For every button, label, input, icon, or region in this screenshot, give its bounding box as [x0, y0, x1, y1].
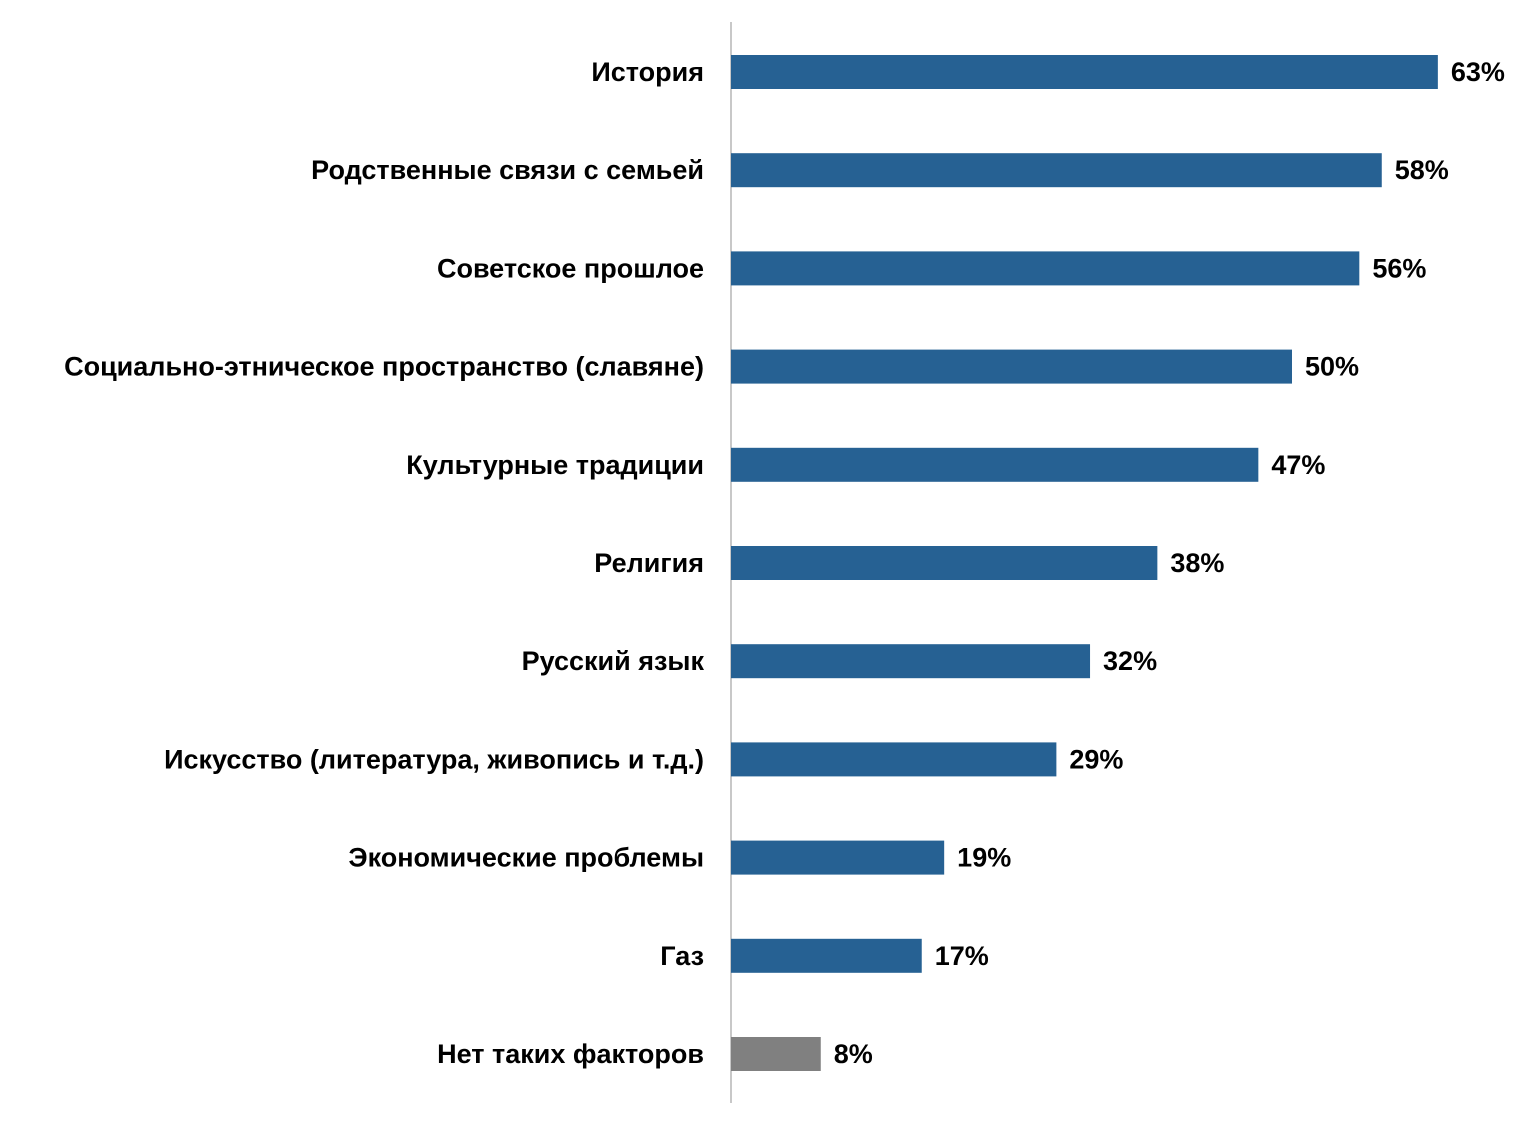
category-label-6: Русский язык [522, 646, 705, 676]
value-label-2: 56% [1372, 253, 1426, 283]
category-label-0: История [591, 57, 704, 87]
category-label-4: Культурные традиции [406, 450, 704, 480]
value-label-5: 38% [1170, 548, 1224, 578]
category-label-1: Родственные связи с семьей [311, 155, 704, 185]
value-label-8: 19% [957, 843, 1011, 873]
bar-9 [731, 938, 922, 973]
bar-8 [731, 840, 945, 875]
category-label-3: Социально-этническое пространство (славя… [64, 352, 704, 382]
bars-group [731, 55, 1438, 1071]
value-label-3: 50% [1305, 352, 1359, 382]
value-label-0: 63% [1451, 57, 1505, 87]
bar-3 [731, 349, 1292, 384]
bar-2 [731, 251, 1360, 286]
bar-4 [731, 447, 1259, 482]
bar-5 [731, 546, 1158, 580]
value-label-4: 47% [1271, 450, 1325, 480]
bar-10 [731, 1037, 821, 1071]
value-label-10: 8% [834, 1039, 873, 1069]
bar-1 [731, 153, 1382, 188]
bar-7 [731, 742, 1057, 777]
value-label-6: 32% [1103, 646, 1157, 676]
category-label-10: Нет таких факторов [437, 1039, 704, 1069]
value-label-9: 17% [935, 941, 989, 971]
category-label-7: Искусство (литература, живопись и т.д.) [164, 744, 704, 774]
category-label-5: Религия [594, 548, 704, 578]
bar-0 [731, 55, 1438, 89]
category-label-8: Экономические проблемы [348, 843, 704, 873]
category-label-2: Советское прошлое [437, 253, 704, 283]
category-label-9: Газ [660, 941, 704, 971]
value-labels-group: 63% 58% 56% 50% 47% 38% 32% 29% 19% 17% 8% [834, 57, 1505, 1069]
category-labels-group: История Родственные связи с семьей Советск… [64, 57, 704, 1069]
value-label-1: 58% [1395, 155, 1449, 185]
value-label-7: 29% [1069, 744, 1123, 774]
bar-6 [731, 644, 1091, 679]
